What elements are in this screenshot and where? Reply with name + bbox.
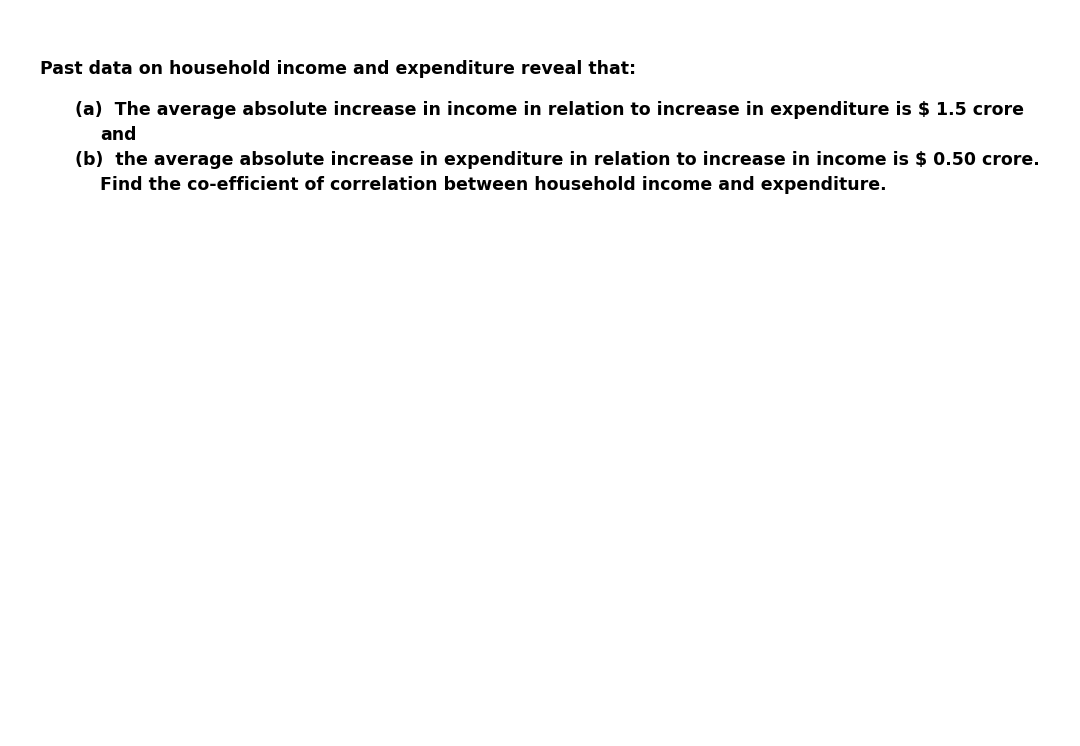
Text: and: and	[100, 126, 136, 144]
Text: (b)  the average absolute increase in expenditure in relation to increase in inc: (b) the average absolute increase in exp…	[75, 151, 1040, 169]
Text: Find the co-efficient of correlation between household income and expenditure.: Find the co-efficient of correlation bet…	[100, 176, 887, 194]
Text: (a)  The average absolute increase in income in relation to increase in expendit: (a) The average absolute increase in inc…	[75, 101, 1024, 119]
Text: Past data on household income and expenditure reveal that:: Past data on household income and expend…	[40, 60, 636, 78]
